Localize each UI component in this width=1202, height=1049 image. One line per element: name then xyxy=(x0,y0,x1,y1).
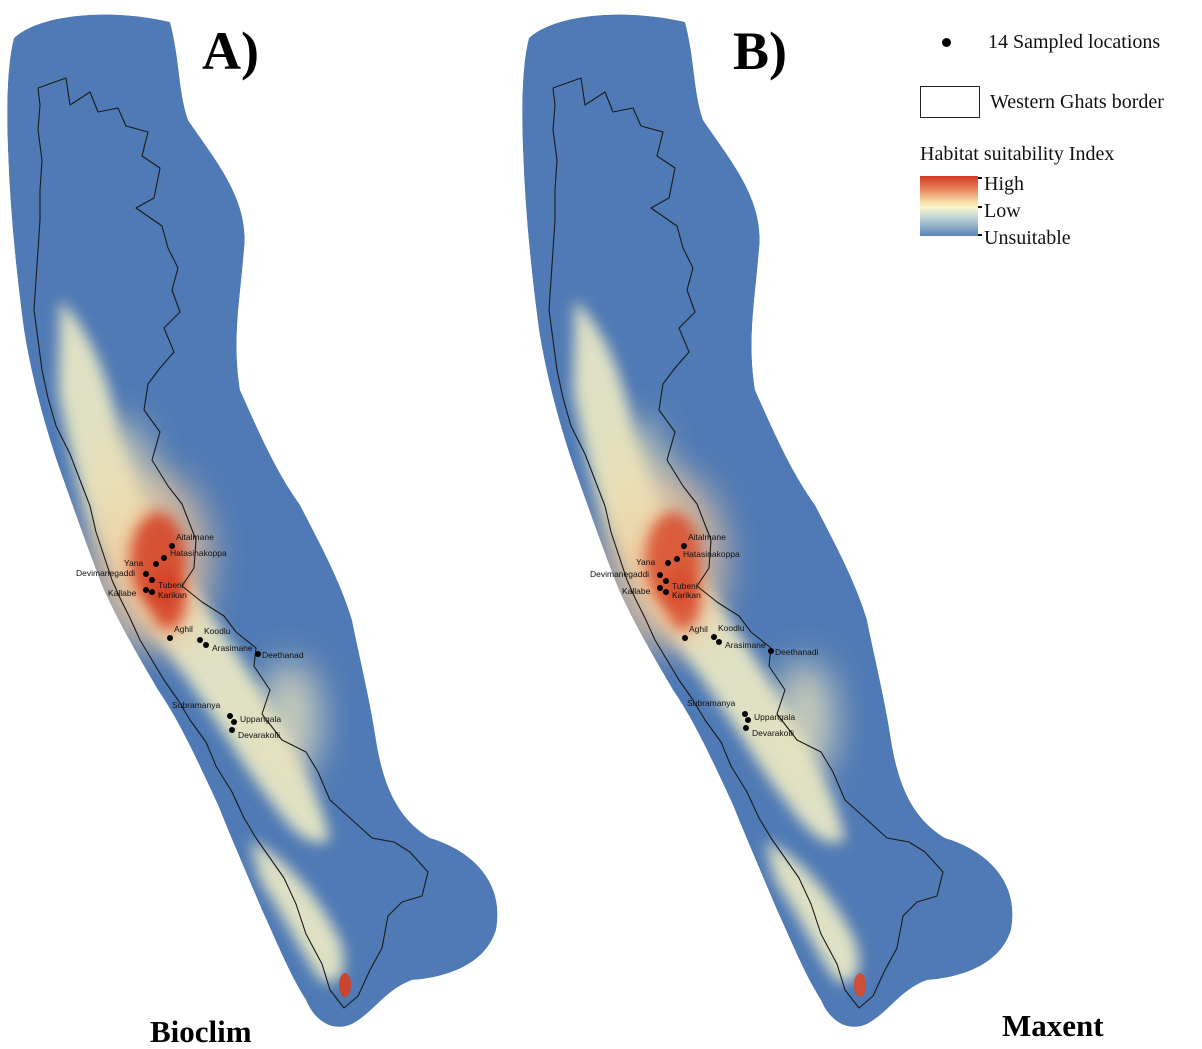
location-label: Uppangala xyxy=(240,714,281,724)
location-label: Deethanad xyxy=(262,650,304,660)
suitability-color-ramp xyxy=(920,176,978,236)
legend-low-label: Low xyxy=(984,200,1021,222)
sampled-location-symbol xyxy=(942,38,951,47)
location-label: Devimanegaddi xyxy=(590,569,649,579)
sampled-location-point xyxy=(681,543,687,549)
western-ghats-border xyxy=(33,77,429,1009)
sampled-location-point xyxy=(153,561,159,567)
method-label: Bioclim xyxy=(150,1014,252,1049)
location-label: Arasimane xyxy=(212,643,253,653)
location-label: Koodlu xyxy=(718,623,745,633)
ramp-tick-low xyxy=(978,206,982,208)
location-label: Hatasinakoppa xyxy=(683,549,740,559)
map-panel-bioclim: Aitalmane Hatasinakoppa Yana Devimanegaddi T… xyxy=(0,0,520,1049)
method-label: Maxent xyxy=(1002,1008,1104,1043)
panel-letter: B) xyxy=(733,21,787,81)
location-label: Deethanadi xyxy=(775,647,819,657)
location-label: Karikan xyxy=(158,590,187,600)
high-suitability-zone xyxy=(665,570,701,630)
sampled-location-point xyxy=(231,719,237,725)
sampled-location-point xyxy=(743,725,749,731)
map-panel-maxent: Aitalmane Hatasinakoppa Yana Devimanegaddi T… xyxy=(515,0,1104,1049)
sampled-location-point xyxy=(143,571,149,577)
sampled-location-point xyxy=(255,651,261,657)
sampled-location-point xyxy=(227,713,233,719)
location-label: Aitalmane xyxy=(176,532,214,542)
location-label: Yana xyxy=(124,558,143,568)
location-label: Aitalmane xyxy=(688,532,726,542)
sampled-location-point xyxy=(203,642,209,648)
legend-high-label: High xyxy=(984,173,1024,195)
suitability-map: Aitalmane Hatasinakoppa Yana Devimanegaddi T… xyxy=(522,14,1013,1027)
unsuitable-area xyxy=(7,14,498,1027)
western-ghats-border xyxy=(548,77,944,1009)
sampled-location-point xyxy=(161,555,167,561)
low-suitability-zone xyxy=(765,840,859,983)
location-label: Aghil xyxy=(174,624,193,634)
location-label: Subramanya xyxy=(687,698,735,708)
moderate-suitability-zone xyxy=(775,660,835,780)
high-suitability-zone xyxy=(339,973,351,997)
sampled-location-point xyxy=(768,648,774,654)
sampled-location-point xyxy=(657,572,663,578)
sampled-location-point xyxy=(663,578,669,584)
sampled-location-point xyxy=(229,727,235,733)
sampled-location-point xyxy=(711,634,717,640)
location-label: Devarakolli xyxy=(238,730,280,740)
legend-border-label: Western Ghats border xyxy=(990,91,1164,113)
sampled-location-point xyxy=(149,589,155,595)
sampled-location-point xyxy=(149,577,155,583)
location-label: Devarakolli xyxy=(752,728,794,738)
location-label: Uppangala xyxy=(754,712,795,722)
high-suitability-zone xyxy=(854,973,866,997)
location-label: Kallabe xyxy=(108,588,137,598)
suitability-surface xyxy=(7,14,498,1027)
location-label: Tubeni xyxy=(158,580,184,590)
moderate-suitability-zone xyxy=(605,420,665,540)
border-symbol xyxy=(920,86,980,118)
sampled-location-point xyxy=(665,560,671,566)
moderate-suitability-zone xyxy=(90,420,150,540)
sampled-location-point xyxy=(167,635,173,641)
location-label: Hatasinakoppa xyxy=(170,548,227,558)
sampled-location-point xyxy=(657,585,663,591)
sampled-location-point xyxy=(742,711,748,717)
location-label: Tubeni xyxy=(672,581,698,591)
location-label: Devimanegaddi xyxy=(76,568,135,578)
location-label: Arasimane xyxy=(725,640,766,650)
sampled-location-point xyxy=(682,635,688,641)
sampled-location-point xyxy=(143,587,149,593)
panel-letter: A) xyxy=(202,21,259,81)
sampled-location-point xyxy=(197,637,203,643)
location-label: Karikan xyxy=(672,590,701,600)
legend-index-title: Habitat suitability Index xyxy=(920,143,1115,165)
location-label: Subramanya xyxy=(172,700,220,710)
location-label: Yana xyxy=(636,557,655,567)
sampled-location-point xyxy=(674,556,680,562)
unsuitable-area xyxy=(522,14,1013,1027)
sampled-location-point xyxy=(663,589,669,595)
sampled-location-point xyxy=(745,717,751,723)
location-label: Koodlu xyxy=(204,626,231,636)
low-suitability-zone xyxy=(250,840,344,983)
high-suitability-zone xyxy=(150,570,186,630)
ramp-tick-unsuitable xyxy=(978,234,982,236)
map-legend: 14 Sampled locations Western Ghats borde… xyxy=(916,24,1202,264)
sampled-location-point xyxy=(716,639,722,645)
sampled-location-point xyxy=(169,543,175,549)
location-label: Kallabe xyxy=(622,586,651,596)
location-label: Aghil xyxy=(689,624,708,634)
moderate-suitability-zone xyxy=(260,660,320,780)
suitability-surface xyxy=(522,14,1013,1027)
ramp-tick-high xyxy=(978,177,982,179)
legend-unsuitable-label: Unsuitable xyxy=(984,227,1071,249)
legend-points-label: 14 Sampled locations xyxy=(988,31,1161,53)
